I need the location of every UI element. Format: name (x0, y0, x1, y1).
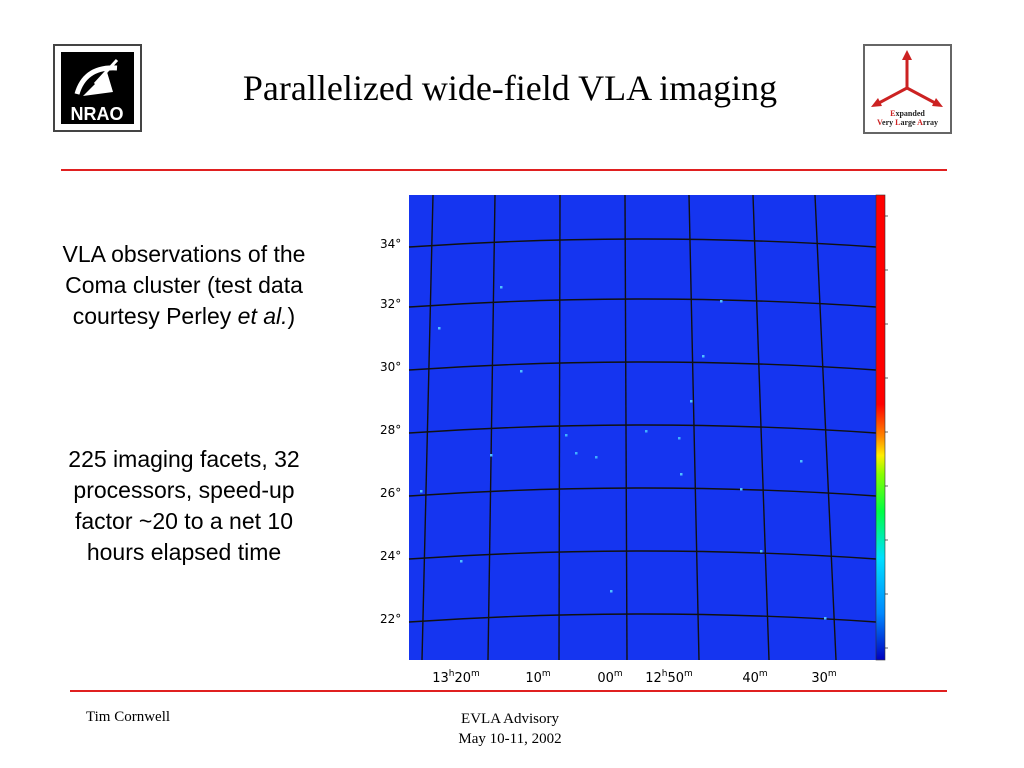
radio-source (690, 400, 693, 403)
colorbar: 1.61.41.210.80.60.40.20 (875, 194, 888, 661)
footer-event: EVLA Advisory May 10-11, 2002 (380, 709, 640, 749)
radio-source (595, 456, 598, 459)
ra-grid-line (814, 194, 837, 661)
radio-source (490, 454, 493, 457)
dec-grid-line (408, 361, 877, 371)
footer-event-date: May 10-11, 2002 (458, 731, 562, 747)
observation-description: VLA observations of the Coma cluster (te… (62, 241, 306, 329)
dec-grid-line (408, 298, 877, 308)
coma-cluster-image: 34° 32° 30° 28° 26° 24° 22° 13h20m 10m 00m 12h50m… (380, 194, 888, 686)
dec-tick-label: 24° (380, 549, 401, 563)
ra-grid-line (487, 194, 496, 661)
evla-logo: Expanded Very Large Array (863, 44, 952, 134)
ra-grid-line (752, 194, 770, 661)
footer-author: Tim Cornwell (86, 709, 171, 725)
dec-tick-label: 34° (380, 237, 401, 251)
radio-source (645, 430, 648, 433)
radio-source (520, 370, 523, 373)
radio-source (420, 490, 423, 493)
image-panel (409, 195, 876, 660)
radio-source (438, 327, 441, 330)
radio-source (702, 355, 705, 358)
dec-tick-label: 32° (380, 297, 401, 311)
dec-grid-line (408, 238, 877, 248)
radio-source (720, 300, 723, 303)
evla-logo-text: Expanded Very Large Array (876, 109, 939, 127)
ra-grid-line (421, 194, 434, 661)
radio-source (800, 460, 803, 463)
radio-source (500, 286, 503, 289)
dec-tick-label: 26° (380, 486, 401, 500)
ra-grid-line (624, 194, 628, 661)
ra-grid-line (558, 194, 561, 661)
title-divider (61, 169, 947, 171)
radio-source (824, 617, 827, 620)
radio-source (678, 437, 681, 440)
ra-tick-label: 12h50m (645, 669, 693, 686)
radio-source (610, 590, 613, 593)
ra-tick-label: 13h20m (432, 669, 480, 686)
imaging-stats: 225 imaging facets, 32 processors, speed… (68, 446, 300, 565)
dec-tick-label: 28° (380, 423, 401, 437)
radio-source (760, 550, 763, 553)
ra-tick-label: 40m (742, 669, 767, 686)
dec-grid-line (408, 613, 877, 623)
ra-axis-labels: 13h20m 10m 00m 12h50m 40m 30m (432, 669, 836, 686)
dec-axis-labels: 34° 32° 30° 28° 26° 24° 22° (380, 237, 401, 626)
ra-tick-label: 30m (811, 669, 836, 686)
dec-tick-label: 22° (380, 612, 401, 626)
ra-grid-line (688, 194, 700, 661)
radio-source (460, 560, 463, 563)
radio-source (575, 452, 578, 455)
coordinate-grid (408, 194, 877, 661)
colorbar-scale (875, 194, 886, 661)
ra-tick-label: 10m (525, 669, 550, 686)
dec-grid-line (408, 550, 877, 560)
evla-y-array-icon (871, 50, 943, 107)
nrao-logo: NRAO (53, 44, 142, 132)
slide-title: Parallelized wide-field VLA imaging (242, 68, 778, 108)
footer-event-name: EVLA Advisory (461, 711, 559, 727)
ra-tick-label: 00m (597, 669, 622, 686)
nrao-logo-text: NRAO (71, 104, 124, 124)
radio-source (680, 473, 683, 476)
radio-source (740, 488, 743, 491)
footer-divider (70, 690, 947, 692)
nrao-dish-icon: NRAO (61, 52, 134, 124)
dec-grid-line (408, 424, 877, 434)
radio-sources (420, 286, 827, 620)
dec-grid-line (408, 487, 877, 497)
dec-tick-label: 30° (380, 360, 401, 374)
radio-source (565, 434, 568, 437)
